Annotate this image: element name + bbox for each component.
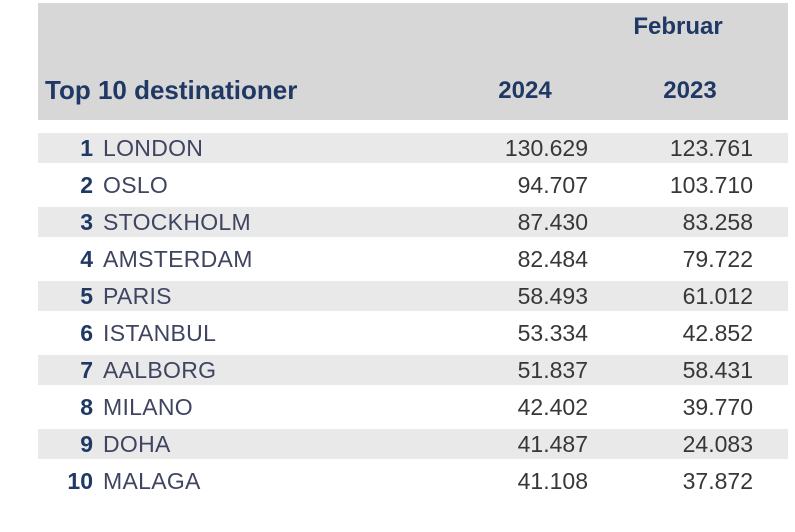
destination-cell: MILANO (103, 393, 193, 420)
value-2023-cell: 39.770 (682, 393, 753, 420)
rank-cell: 6 (80, 319, 93, 346)
value-2024-cell: 41.108 (517, 467, 588, 494)
destination-cell: MALAGA (103, 467, 201, 494)
value-2023-cell: 24.083 (682, 430, 753, 457)
value-2024-cell: 82.484 (517, 245, 588, 272)
table-header: Februar Top 10 destinationer 2024 2023 (38, 3, 788, 120)
rank-cell: 8 (80, 393, 93, 420)
destination-cell: ISTANBUL (103, 319, 217, 346)
table-row: 7 AALBORG 51.837 58.431 (38, 352, 788, 389)
table-row: 9 DOHA 41.487 24.083 (38, 426, 788, 463)
rank-cell: 7 (80, 356, 93, 383)
destination-cell: OSLO (103, 171, 169, 198)
table-body: 1 LONDON 130.629 123.761 2 OSLO 94.707 1… (38, 130, 788, 500)
rank-cell: 10 (67, 467, 93, 494)
table-row: 4 AMSTERDAM 82.484 79.722 (38, 241, 788, 278)
value-2024-cell: 41.487 (517, 430, 588, 457)
destination-cell: STOCKHOLM (103, 208, 251, 235)
value-2023-cell: 123.761 (669, 134, 753, 161)
value-2024-cell: 130.629 (504, 134, 588, 161)
value-2024-cell: 94.707 (517, 171, 588, 198)
column-header-2024: 2024 (498, 77, 552, 104)
value-2024-cell: 42.402 (517, 393, 588, 420)
value-2023-cell: 61.012 (682, 282, 753, 309)
destination-cell: AALBORG (103, 356, 217, 383)
value-2023-cell: 58.431 (682, 356, 753, 383)
value-2024-cell: 58.493 (517, 282, 588, 309)
value-2023-cell: 83.258 (682, 208, 753, 235)
table-row: 8 MILANO 42.402 39.770 (38, 389, 788, 426)
table-row: 5 PARIS 58.493 61.012 (38, 278, 788, 315)
column-header-2023: 2023 (663, 77, 717, 104)
value-2024-cell: 53.334 (517, 319, 588, 346)
rank-cell: 5 (80, 282, 93, 309)
value-2023-cell: 103.710 (669, 171, 753, 198)
period-label: Februar (633, 13, 723, 40)
table-row: 10 MALAGA 41.108 37.872 (38, 463, 788, 500)
table-row: 6 ISTANBUL 53.334 42.852 (38, 315, 788, 352)
table-row: 1 LONDON 130.629 123.761 (38, 130, 788, 167)
table-row: 3 STOCKHOLM 87.430 83.258 (38, 204, 788, 241)
rank-cell: 9 (80, 430, 93, 457)
rank-cell: 3 (80, 208, 93, 235)
value-2023-cell: 42.852 (682, 319, 753, 346)
table-row: 2 OSLO 94.707 103.710 (38, 167, 788, 204)
rank-cell: 4 (80, 245, 93, 272)
rank-cell: 1 (80, 134, 93, 161)
destination-cell: LONDON (103, 134, 204, 161)
value-2024-cell: 87.430 (517, 208, 588, 235)
value-2024-cell: 51.837 (517, 356, 588, 383)
rank-cell: 2 (80, 171, 93, 198)
destination-cell: AMSTERDAM (103, 245, 253, 272)
destination-cell: PARIS (103, 282, 172, 309)
destination-cell: DOHA (103, 430, 171, 457)
table-title: Top 10 destinationer (45, 75, 298, 105)
value-2023-cell: 79.722 (682, 245, 753, 272)
value-2023-cell: 37.872 (682, 467, 753, 494)
